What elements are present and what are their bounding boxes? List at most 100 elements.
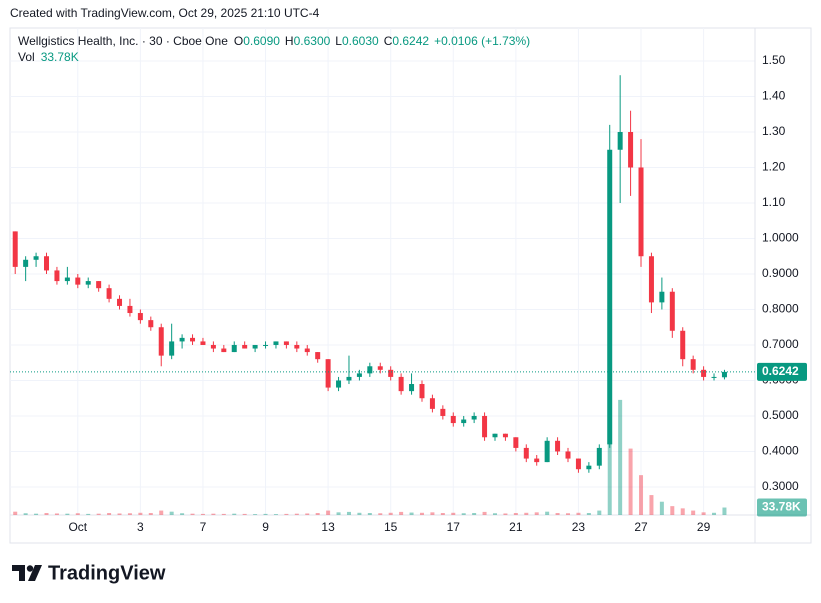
legend-value: 0.6300 [294, 34, 331, 48]
candle-body [565, 451, 571, 459]
legend-label: H [285, 34, 294, 48]
candle-body [701, 369, 707, 377]
candle-body [117, 298, 123, 306]
symbol-title: Wellgistics Health, Inc. · 30 · Cboe One [18, 34, 228, 48]
volume-bar [461, 513, 466, 515]
candle-body [54, 270, 60, 282]
candle-body [429, 398, 435, 409]
chart-panel [9, 27, 812, 544]
y-tick-label: 0.9000 [762, 266, 799, 280]
candle-body [513, 437, 519, 448]
candle-body [33, 256, 39, 260]
candle-body [648, 256, 654, 303]
candle-body [221, 348, 227, 353]
volume-bar [670, 506, 675, 515]
candle-body [64, 277, 70, 282]
candle-body [336, 380, 342, 388]
candle-body [158, 327, 164, 356]
volume-bar [127, 513, 132, 515]
volume-bar [54, 513, 59, 515]
candle-body [680, 330, 686, 360]
candle-body [669, 291, 675, 331]
logo-shape [12, 565, 25, 581]
logo-shape [28, 565, 42, 581]
candle-body [607, 149, 613, 445]
x-tick-label: 21 [509, 520, 523, 534]
candle-body [169, 341, 175, 356]
x-tick-label: 29 [697, 520, 711, 534]
candle-body [492, 433, 498, 438]
candle-body [12, 231, 18, 267]
candle-body [638, 167, 644, 257]
volume-bar [597, 510, 602, 515]
candle-body [148, 320, 154, 328]
volume-bar [190, 513, 195, 515]
x-tick-label: 3 [137, 520, 144, 534]
candle-body [85, 281, 91, 285]
candle-body [377, 366, 383, 370]
volume-bar [492, 513, 497, 515]
volume-bar [628, 448, 633, 515]
volume-bar [315, 513, 320, 515]
volume-bar [388, 512, 393, 515]
volume-bar [23, 513, 28, 515]
candle-body [96, 281, 102, 289]
volume-bar [263, 513, 268, 515]
candle-body [586, 465, 592, 470]
volume-bar [34, 513, 39, 515]
volume-bar [586, 513, 591, 515]
volume-bar [419, 512, 424, 515]
volume-tag-label: 33.78K [762, 500, 801, 514]
brand-logo [12, 565, 42, 581]
volume-bar [326, 510, 331, 515]
x-tick-label: 13 [321, 520, 335, 534]
volume-bar [576, 512, 581, 515]
volume-bar [242, 513, 247, 515]
volume-bar [86, 513, 91, 515]
candle-body [325, 359, 331, 388]
candle-body [544, 440, 550, 463]
candle-body [711, 376, 717, 378]
legend-value: 33.78K [41, 50, 79, 64]
volume-bar [607, 391, 612, 515]
volume-bar [96, 513, 101, 515]
candle-body [534, 458, 540, 463]
candle-body [388, 369, 394, 377]
legend-line: Wellgistics Health, Inc. · 30 · Cboe One… [18, 34, 530, 48]
volume-bar [409, 512, 414, 515]
volume-bar [503, 513, 508, 515]
volume-bar [273, 514, 278, 515]
candle-body [304, 348, 310, 353]
volume-bar [75, 513, 80, 515]
candle-body [356, 373, 362, 377]
candle-body [263, 344, 269, 346]
volume-bar [378, 513, 383, 515]
volume-bar [534, 512, 539, 515]
x-tick-label: 7 [200, 520, 207, 534]
candle-body [315, 352, 321, 360]
candle-body [137, 313, 143, 321]
volume-bar [294, 513, 299, 515]
legend-label: O [234, 34, 243, 48]
y-tick-label: 0.7000 [762, 337, 799, 351]
candle-body [721, 371, 727, 378]
volume-bar [649, 495, 654, 515]
candle-body [231, 344, 237, 353]
candle-body [200, 341, 206, 345]
brand-name: TradingView [48, 562, 166, 584]
volume-bar [138, 512, 143, 515]
candle-body [690, 359, 696, 370]
candle-body [210, 344, 216, 349]
volume-bar [346, 511, 351, 515]
candle-body [419, 384, 425, 399]
volume-bar [451, 512, 456, 515]
volume-bar [169, 511, 174, 515]
y-tick-label: 1.0000 [762, 231, 799, 245]
y-tick-label: 1.30 [762, 124, 786, 138]
volume-bar [555, 513, 560, 515]
volume-bar [221, 513, 226, 515]
candle-body [273, 341, 279, 345]
x-tick-label: 27 [634, 520, 648, 534]
plot: 1.50 1.40 1.30 1.20 1.10 1.0000 0.9000 0.8000 0.… [10, 28, 811, 543]
candle-body [440, 408, 446, 416]
